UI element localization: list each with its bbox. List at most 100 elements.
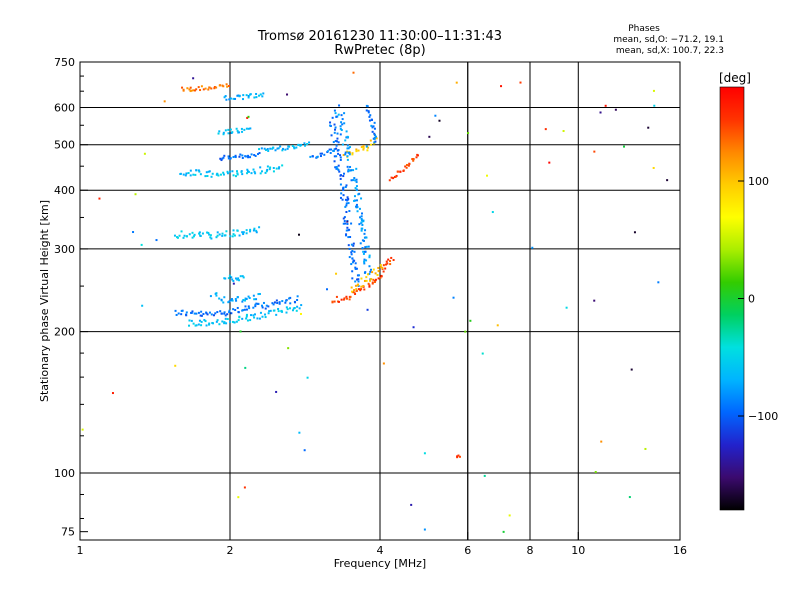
data-point: [187, 172, 190, 175]
data-point: [408, 162, 411, 165]
data-point: [289, 307, 292, 310]
data-point: [339, 154, 342, 157]
data-point: [344, 198, 347, 201]
data-point: [346, 196, 349, 199]
data-point: [237, 496, 240, 499]
data-point: [264, 307, 267, 310]
data-point: [240, 127, 243, 130]
data-point: [241, 173, 244, 176]
data-point: [371, 282, 374, 285]
data-point: [345, 210, 348, 213]
data-point: [336, 167, 339, 170]
data-point: [238, 316, 241, 319]
data-point: [296, 299, 299, 302]
data-point: [188, 324, 191, 327]
data-point: [208, 322, 211, 325]
data-point: [198, 232, 201, 235]
data-point: [221, 84, 224, 87]
data-point: [347, 198, 350, 201]
data-point: [365, 145, 368, 148]
data-point: [259, 166, 262, 169]
data-point: [224, 95, 227, 98]
data-point: [249, 228, 252, 231]
data-point: [279, 145, 282, 148]
data-point: [266, 147, 269, 150]
data-point: [355, 288, 358, 291]
y-tick-label: 100: [54, 467, 75, 480]
data-point: [221, 234, 224, 237]
plot-grid: [80, 62, 680, 540]
data-point: [218, 233, 221, 236]
data-point: [377, 266, 380, 269]
colorbar-tick-label: 100: [748, 175, 769, 188]
data-point: [330, 148, 333, 151]
data-point: [204, 87, 207, 90]
data-point: [347, 236, 350, 239]
data-point: [294, 301, 297, 304]
data-point: [223, 96, 226, 99]
data-point: [190, 311, 193, 314]
y-axis-ticks: 75 100 200 300 400 500 600 750: [54, 56, 88, 539]
data-point: [359, 216, 362, 219]
data-point: [353, 291, 356, 294]
data-point: [219, 157, 222, 160]
data-point: [351, 153, 354, 156]
data-point: [353, 259, 356, 262]
data-point: [491, 211, 494, 214]
data-point: [242, 298, 245, 301]
data-point: [392, 259, 395, 262]
data-point: [368, 285, 371, 288]
data-point: [367, 282, 370, 285]
data-point: [365, 109, 368, 112]
data-point: [345, 233, 348, 236]
data-point: [184, 174, 187, 177]
data-point: [334, 166, 337, 169]
data-point: [241, 317, 244, 320]
data-point: [346, 155, 349, 158]
data-point: [266, 165, 269, 168]
data-point: [253, 170, 256, 173]
data-point: [362, 219, 365, 222]
data-point: [269, 309, 272, 312]
data-point: [379, 264, 382, 267]
data-point: [373, 136, 376, 139]
data-point: [355, 167, 358, 170]
data-point: [261, 306, 264, 309]
data-point: [189, 169, 192, 172]
data-point: [340, 298, 343, 301]
data-point: [257, 302, 260, 305]
data-point: [380, 275, 383, 278]
data-point: [347, 168, 350, 171]
data-point: [333, 131, 336, 134]
data-point: [239, 153, 242, 156]
data-point: [285, 299, 288, 302]
data-point: [357, 288, 360, 291]
data-point: [298, 307, 301, 310]
data-point: [336, 137, 339, 140]
data-point: [206, 231, 209, 234]
data-point: [246, 116, 249, 119]
data-point: [357, 280, 360, 283]
data-point: [357, 283, 360, 286]
data-point: [244, 366, 247, 369]
data-point: [200, 324, 203, 327]
data-point: [267, 305, 270, 308]
data-point: [502, 530, 505, 533]
data-point: [360, 287, 363, 290]
data-point: [369, 270, 372, 273]
data-point: [370, 143, 373, 146]
data-point: [180, 309, 183, 312]
data-point: [496, 324, 499, 327]
data-point: [281, 149, 284, 152]
data-point: [342, 298, 345, 301]
data-point: [229, 170, 232, 173]
data-point: [369, 114, 372, 117]
data-point: [361, 212, 364, 215]
data-point: [295, 146, 298, 149]
data-point: [269, 147, 272, 150]
data-point: [438, 119, 441, 122]
data-point: [199, 234, 202, 237]
data-point: [227, 132, 230, 135]
data-point: [236, 278, 239, 281]
data-point: [243, 308, 246, 311]
